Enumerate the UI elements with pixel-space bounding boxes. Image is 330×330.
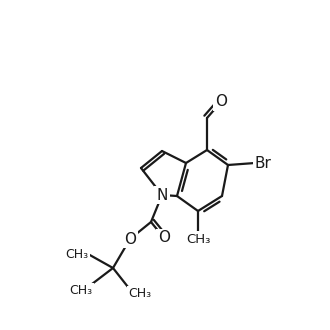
Text: O: O xyxy=(215,94,227,110)
Text: O: O xyxy=(158,230,170,246)
Text: CH₃: CH₃ xyxy=(128,287,151,300)
Text: CH₃: CH₃ xyxy=(69,284,92,297)
Text: N: N xyxy=(156,187,168,203)
Text: CH₃: CH₃ xyxy=(186,233,210,246)
Text: O: O xyxy=(124,232,136,247)
Text: Br: Br xyxy=(255,155,272,171)
Text: CH₃: CH₃ xyxy=(65,248,88,260)
